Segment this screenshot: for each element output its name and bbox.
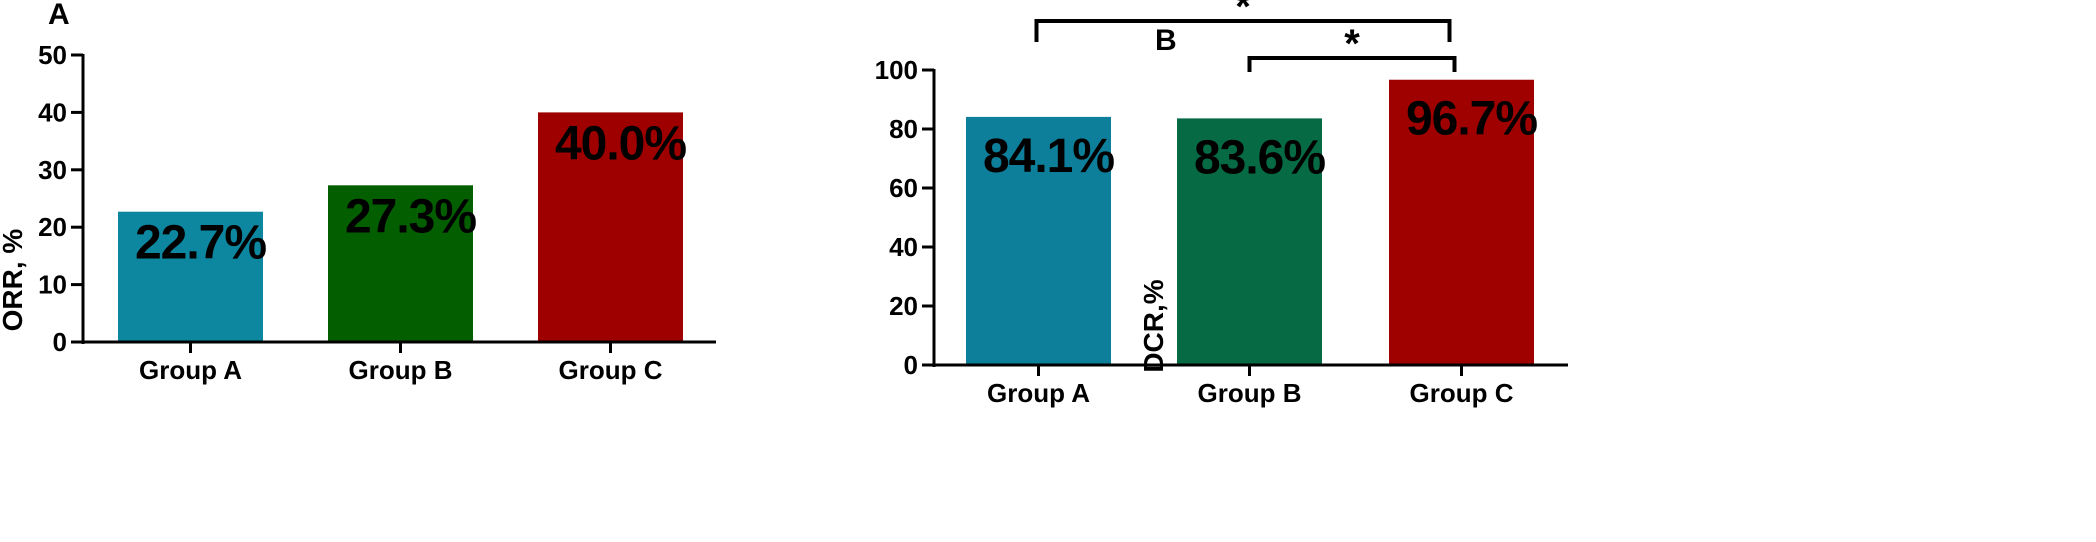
panel-a-y-tick-label-1: 10 — [38, 270, 67, 300]
panel-a-bar-2 — [538, 112, 683, 343]
panel-a-x-tick-label-2: Group C — [559, 355, 663, 385]
panel-b-x-tick-label-0: Group A — [987, 378, 1090, 408]
panel-a-x-tick-label-1: Group B — [349, 355, 453, 385]
panel-b-x-tick-label-1: Group B — [1198, 378, 1302, 408]
panel-a-axes: 0 10 20 30 40 50 Group A Group B Group C — [38, 40, 716, 385]
panel-b-y-tick-label-4: 80 — [889, 114, 918, 144]
panel-b-axes: 0 20 40 60 80 100 Group A Group B Group C — [875, 55, 1568, 408]
panel-a-y-tick-label-0: 0 — [53, 327, 67, 357]
panel-b-significance-bracket-0 — [1034, 19, 1452, 42]
panel-a-y-axis-title: ORR, % — [0, 229, 28, 332]
panel-b-y-tick-label-2: 40 — [889, 232, 918, 262]
panel-b-bar-1 — [1177, 118, 1322, 365]
panel-b-significance-label-0: * — [1235, 0, 1251, 29]
panel-b-y-tick-label-5: 100 — [875, 55, 918, 85]
panel-a-y-tick-label-4: 40 — [38, 97, 67, 127]
panel-b-bar-2 — [1389, 79, 1534, 366]
panel-a-bar-1 — [328, 185, 473, 342]
panel-a-bars: 22.7% 27.3% 40.0% — [118, 112, 687, 343]
panel-b-significance-label-1: * — [1344, 22, 1360, 66]
panel-b-bar-value-label-1: 83.6% — [1194, 131, 1325, 184]
panel-a-y-tick-label-2: 20 — [38, 212, 67, 242]
panel-b-y-tick-label-3: 60 — [889, 173, 918, 203]
panel-a-letter: A — [48, 0, 70, 31]
panel-a-bar-value-label-0: 22.7% — [135, 217, 266, 270]
panel-a-x-tick-label-0: Group A — [139, 355, 242, 385]
panel-b-bars: 84.1% 83.6% 96.7% — [966, 79, 1538, 366]
panel-b-bar-value-label-0: 84.1% — [983, 130, 1114, 183]
panel-a-orr-chart: A ORR, % 22.7% 27.3% 40.0% 0 10 20 30 40 50 Grou… — [0, 0, 716, 385]
panel-b-significance: ** — [1034, 0, 1457, 72]
panel-a-bar-0 — [118, 211, 263, 342]
panel-b-x-tick-label-2: Group C — [1410, 378, 1514, 408]
panel-b-y-axis-title: DCR,% — [1138, 279, 1169, 372]
panel-a-bar-value-label-2: 40.0% — [555, 117, 686, 170]
panel-b-bar-0 — [966, 116, 1111, 365]
panel-b-bar-value-label-2: 96.7% — [1406, 93, 1537, 146]
panel-b-dcr-chart: B DCR,% 84.1% 83.6% 96.7% 0 20 40 60 80 100 Grou… — [875, 0, 1568, 408]
panel-b-letter: B — [1155, 24, 1177, 57]
panel-b-significance-bracket-1 — [1247, 56, 1457, 72]
panel-a-y-tick-label-3: 30 — [38, 155, 67, 185]
panel-a-bar-value-label-1: 27.3% — [345, 190, 476, 243]
panel-b-y-tick-label-1: 20 — [889, 291, 918, 321]
panel-b-y-tick-label-0: 0 — [904, 350, 918, 380]
panel-a-y-tick-label-5: 50 — [38, 40, 67, 70]
